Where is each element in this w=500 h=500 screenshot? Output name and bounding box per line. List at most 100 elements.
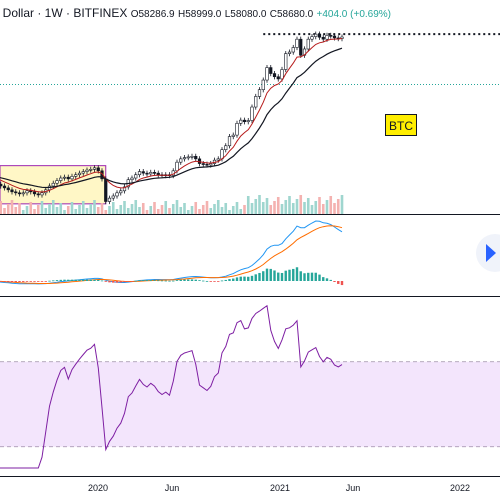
- candle-body: [332, 35, 337, 39]
- candle-body: [227, 136, 232, 147]
- candle-body: [119, 190, 123, 194]
- candle-body: [205, 163, 209, 166]
- candle-body: [265, 67, 269, 81]
- macd-histogram-bar: [187, 279, 190, 281]
- candle-body: [201, 163, 205, 165]
- candle-body: [2, 185, 7, 189]
- macd-histogram-bar: [307, 272, 310, 281]
- candle-body: [257, 89, 262, 97]
- macd-histogram-bar: [325, 278, 329, 281]
- macd-histogram-bar: [153, 280, 156, 281]
- macd-histogram-bar: [224, 279, 227, 281]
- volume-bar: [55, 207, 59, 214]
- macd-histogram-bar: [44, 281, 47, 282]
- candle-body: [186, 156, 190, 159]
- macd-histogram-bar: [115, 281, 119, 283]
- candle-body: [269, 67, 273, 74]
- macd-histogram-bar: [108, 281, 111, 283]
- macd-histogram-bar: [67, 279, 70, 281]
- macd-histogram-bar: [250, 275, 254, 281]
- candle-body: [224, 145, 228, 150]
- volume-bar: [273, 201, 276, 214]
- btc-annotation[interactable]: BTC: [385, 114, 417, 136]
- candle-body: [299, 38, 303, 56]
- candle-body: [182, 157, 187, 160]
- volume-bar: [59, 203, 63, 214]
- volume-bar: [70, 202, 74, 214]
- candle-body: [17, 192, 22, 195]
- candle-body: [209, 163, 213, 166]
- candle-body: [62, 176, 67, 179]
- volume-bar: [51, 200, 55, 214]
- macd-histogram-bar: [123, 281, 126, 283]
- macd-histogram-bar: [209, 281, 212, 282]
- macd-histogram-bar: [175, 280, 179, 281]
- candle-body: [40, 192, 44, 196]
- candle-body: [55, 180, 59, 184]
- volume-bar: [303, 202, 306, 214]
- candle-body: [246, 120, 250, 123]
- volume-bar: [205, 201, 209, 214]
- candle-body: [74, 174, 78, 177]
- macd-histogram-bar: [164, 280, 167, 282]
- macd-histogram-bar: [258, 272, 261, 281]
- macd-histogram-bar: [134, 280, 137, 282]
- ema-slow-line: [0, 47, 343, 189]
- scroll-right-button[interactable]: [476, 234, 500, 272]
- candle-body: [317, 33, 322, 38]
- macd-histogram-bar: [205, 280, 209, 282]
- macd-histogram-bar: [18, 281, 21, 283]
- candle-body: [36, 193, 40, 196]
- volume-bar: [258, 195, 261, 214]
- candle-body: [284, 53, 288, 70]
- candle-body: [152, 172, 157, 174]
- macd-histogram-bar: [295, 267, 299, 281]
- candle-body: [314, 33, 318, 37]
- candle-body: [25, 190, 29, 194]
- volume-bar: [18, 203, 21, 214]
- macd-histogram-bar: [280, 272, 284, 281]
- volume-bar: [284, 200, 288, 214]
- candle-body: [175, 161, 179, 172]
- ema-fast-line: [0, 38, 343, 193]
- macd-histogram-bar: [179, 279, 182, 281]
- macd-histogram-bar: [52, 280, 55, 282]
- open-label: O: [130, 9, 139, 20]
- volume-bar: [175, 200, 179, 214]
- macd-histogram-bar: [63, 279, 66, 281]
- volume-bar: [48, 204, 51, 214]
- volume-bar: [201, 205, 205, 214]
- volume-bar: [291, 203, 295, 214]
- candle-body: [115, 192, 119, 197]
- volume-bar: [14, 207, 18, 214]
- candle-body: [231, 134, 235, 137]
- volume-bar: [318, 197, 321, 214]
- volume-bar: [254, 199, 258, 214]
- time-label-2021: 2021: [269, 483, 291, 493]
- macd-histogram-bar: [168, 280, 171, 282]
- macd-histogram-bar: [337, 281, 340, 284]
- volume-bar: [325, 200, 329, 214]
- candle-body: [32, 191, 37, 195]
- macd-histogram-bar: [48, 280, 51, 282]
- volume-bar: [123, 201, 126, 214]
- candle-body: [70, 176, 74, 180]
- candle-body: [66, 176, 70, 180]
- macd-histogram-bar: [33, 281, 36, 282]
- macd-histogram-bar: [112, 281, 115, 283]
- volume-bar: [224, 203, 228, 214]
- symbol-title[interactable]: . Dollar · 1W · BITFINEX: [0, 6, 128, 20]
- volume-bar: [156, 209, 160, 214]
- volume-bar: [164, 201, 168, 214]
- volume-bar: [6, 204, 10, 214]
- candle-body: [130, 177, 134, 181]
- candle-body: [134, 174, 138, 179]
- macd-histogram-bar: [299, 271, 302, 281]
- candle-body: [104, 178, 108, 202]
- candle-body: [10, 189, 14, 193]
- volume-bar: [228, 210, 231, 214]
- macd-histogram-bar: [265, 268, 269, 281]
- macd-histogram-bar: [89, 279, 92, 281]
- macd-histogram-bar: [10, 281, 14, 283]
